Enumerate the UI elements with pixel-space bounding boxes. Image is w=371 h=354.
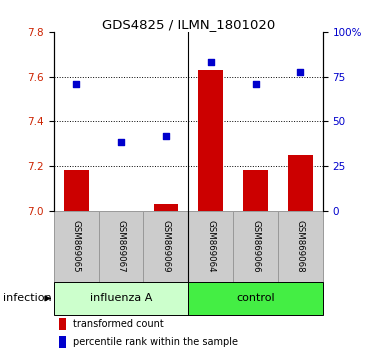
Text: GSM869068: GSM869068 — [296, 220, 305, 273]
Text: influenza A: influenza A — [90, 293, 152, 303]
Bar — [54, 282, 188, 315]
Bar — [278, 211, 323, 282]
Bar — [64, 170, 89, 211]
Point — [118, 140, 124, 145]
Text: GSM869065: GSM869065 — [72, 220, 81, 273]
Text: GSM869064: GSM869064 — [206, 220, 215, 273]
Text: transformed count: transformed count — [73, 319, 163, 329]
Text: GSM869067: GSM869067 — [116, 220, 125, 273]
Text: percentile rank within the sample: percentile rank within the sample — [73, 337, 237, 347]
Title: GDS4825 / ILMN_1801020: GDS4825 / ILMN_1801020 — [102, 18, 275, 31]
Text: GSM869066: GSM869066 — [251, 220, 260, 273]
Bar — [243, 170, 268, 211]
Bar — [54, 211, 99, 282]
Point — [73, 81, 79, 87]
Bar — [154, 204, 178, 211]
Bar — [144, 211, 188, 282]
Text: infection: infection — [3, 293, 52, 303]
Bar — [188, 282, 323, 315]
Bar — [188, 211, 233, 282]
Bar — [198, 70, 223, 211]
Bar — [288, 155, 313, 211]
Text: control: control — [236, 293, 275, 303]
Bar — [233, 211, 278, 282]
Point — [298, 69, 303, 75]
Text: GSM869069: GSM869069 — [161, 220, 170, 273]
Point — [208, 59, 214, 65]
Point — [163, 133, 169, 139]
Bar — [59, 336, 66, 348]
Bar — [59, 318, 66, 330]
Bar — [99, 211, 144, 282]
Point — [253, 81, 259, 87]
